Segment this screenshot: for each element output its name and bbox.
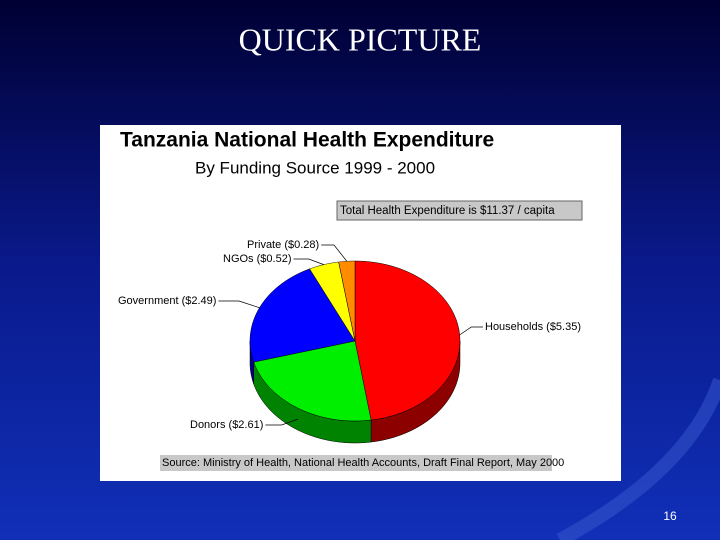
page-number: 16	[663, 509, 677, 523]
value-label: ($5.35)	[546, 321, 581, 333]
slice	[249, 268, 356, 363]
leader-line	[321, 244, 348, 262]
leader-line	[459, 326, 483, 336]
slice-label: Households ($5.35)	[485, 321, 581, 333]
leader-line	[265, 418, 298, 426]
pie	[249, 260, 461, 444]
leader-line	[293, 258, 324, 265]
source-box	[160, 455, 552, 471]
source: Source: Ministry of Health, National Hea…	[162, 457, 564, 469]
category-label: Government	[118, 295, 179, 307]
slice-label: Donors ($2.61)	[190, 419, 263, 431]
slide-title: QUICK PICTURE	[239, 21, 482, 57]
category-label: Donors	[190, 419, 226, 431]
slice-label: Private ($0.28)	[247, 239, 319, 251]
slice	[253, 340, 372, 422]
slice-label: Government ($2.49)	[118, 295, 216, 307]
chart-title: Tanzania National Health Expenditure	[120, 129, 494, 152]
decoration	[556, 377, 720, 545]
category-label: NGOs	[223, 253, 254, 265]
annotation-box	[336, 200, 583, 221]
value-label: ($0.52)	[257, 253, 292, 265]
slice-label: NGOs ($0.52)	[223, 253, 291, 265]
category-label: Private	[247, 239, 281, 251]
category-label: Households	[485, 321, 544, 333]
slice	[309, 261, 356, 342]
value-label: ($0.28)	[284, 239, 319, 251]
leader-line	[218, 300, 260, 309]
value-label: ($2.61)	[229, 419, 264, 431]
annotation: Total Health Expenditure is $11.37 / cap…	[340, 205, 555, 217]
chart-subtitle: By Funding Source 1999 - 2000	[195, 158, 435, 177]
value-label: ($2.49)	[182, 295, 217, 307]
